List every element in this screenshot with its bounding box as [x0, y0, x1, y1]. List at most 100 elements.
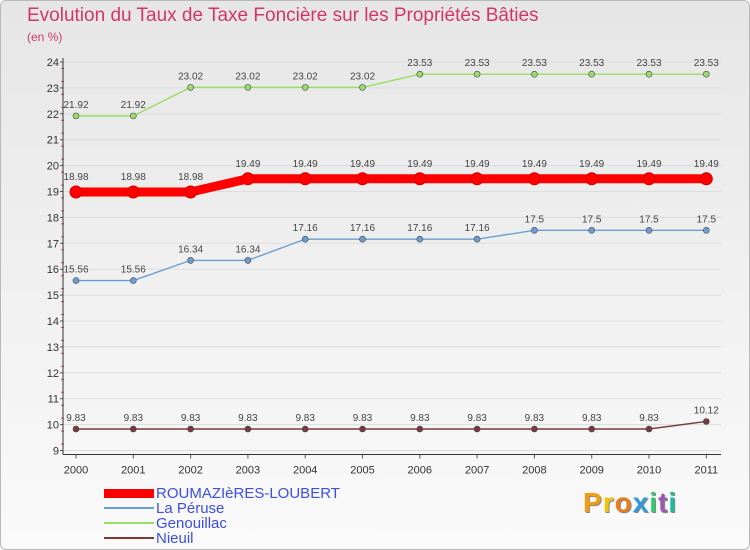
- data-label: 18.98: [121, 172, 146, 183]
- data-point: [301, 84, 309, 91]
- data-label: 23.02: [235, 71, 260, 82]
- series-line-2: [75, 73, 707, 117]
- data-point: [588, 227, 596, 234]
- data-label: 15.56: [63, 265, 88, 276]
- data-label: 19.49: [350, 159, 375, 170]
- data-point: [72, 112, 80, 120]
- data-label: 19.49: [407, 159, 432, 170]
- data-point: [588, 425, 596, 433]
- data-label: 23.02: [293, 71, 318, 82]
- data-label: 19.49: [636, 159, 661, 170]
- data-point: [473, 70, 481, 78]
- y-tick-label: 12: [47, 368, 59, 380]
- data-label: 23.02: [350, 71, 375, 82]
- x-tick-label: 2004: [293, 465, 317, 477]
- data-point: [184, 185, 198, 199]
- data-label: 23.53: [465, 58, 490, 69]
- data-point: [531, 425, 538, 433]
- data-label: 18.98: [63, 172, 88, 183]
- data-label: 16.34: [178, 244, 203, 255]
- data-point: [527, 172, 541, 186]
- y-tick-label: 16: [47, 264, 59, 276]
- data-point: [702, 70, 710, 78]
- data-point: [416, 425, 424, 433]
- data-label: 15.56: [121, 265, 146, 276]
- data-point: [241, 172, 255, 186]
- y-tick-label: 17: [47, 238, 59, 250]
- y-tick-label: 23: [47, 83, 59, 95]
- data-label: 21.92: [63, 100, 88, 111]
- data-label: 17.16: [293, 223, 318, 234]
- data-label: 21.92: [121, 100, 146, 111]
- y-tick-label: 10: [47, 420, 59, 432]
- legend-label: La Péruse: [156, 500, 225, 517]
- data-point: [130, 277, 137, 284]
- data-label: 17.16: [465, 223, 490, 234]
- y-tick-label: 13: [47, 342, 59, 354]
- series-line-1: [75, 229, 707, 282]
- data-label: 17.5: [582, 214, 602, 225]
- legend-label: Nieuil: [156, 530, 194, 547]
- data-point: [298, 172, 312, 186]
- data-point: [301, 425, 309, 433]
- data-label: 17.5: [697, 214, 717, 225]
- data-label: 9.83: [353, 413, 373, 424]
- data-point: [359, 84, 366, 91]
- data-point: [130, 112, 137, 120]
- data-label: 23.53: [694, 58, 719, 69]
- y-tick-label: 15: [47, 290, 59, 302]
- legend-swatch: [104, 507, 154, 509]
- data-label: 17.16: [350, 223, 375, 234]
- data-label: 16.34: [235, 244, 260, 255]
- y-tick-label: 14: [47, 316, 59, 328]
- y-tick-label: 9: [53, 446, 59, 458]
- data-label: 23.53: [407, 58, 432, 69]
- data-point: [244, 257, 252, 264]
- data-label: 23.53: [579, 58, 604, 69]
- data-point: [244, 425, 252, 433]
- x-tick-label: 2007: [465, 465, 489, 477]
- data-point: [72, 425, 80, 433]
- y-tick-label: 11: [48, 394, 59, 406]
- data-point: [702, 418, 710, 425]
- data-label: 9.83: [238, 413, 258, 424]
- data-label: 17.16: [407, 223, 432, 234]
- series-line-3: [75, 420, 707, 430]
- data-label: 9.83: [525, 413, 545, 424]
- data-label: 9.83: [410, 413, 430, 424]
- data-label: 23.02: [178, 71, 203, 82]
- x-tick-label: 2001: [121, 465, 145, 477]
- y-axis-unit: (en %): [27, 30, 63, 44]
- x-tick-label: 2010: [637, 465, 661, 477]
- y-tick-label: 18: [47, 212, 59, 224]
- legend-swatch: [104, 537, 154, 539]
- data-label: 19.49: [694, 159, 719, 170]
- data-label: 17.5: [639, 214, 659, 225]
- x-tick-label: 2000: [64, 465, 88, 477]
- chart-title: Evolution du Taux de Taxe Foncière sur l…: [27, 5, 539, 26]
- data-point: [645, 425, 653, 433]
- data-point: [72, 277, 80, 284]
- data-point: [187, 425, 194, 433]
- data-label: 9.83: [124, 413, 144, 424]
- legend-swatch: [104, 489, 154, 498]
- x-tick-label: 2005: [350, 465, 374, 477]
- data-point: [126, 185, 140, 199]
- legend-label: ROUMAZIèRES-LOUBERT: [156, 485, 340, 502]
- data-label: 9.83: [467, 413, 487, 424]
- series-line-0: [71, 174, 711, 197]
- data-point: [702, 227, 710, 234]
- data-label: 19.49: [522, 159, 547, 170]
- data-point: [473, 425, 481, 433]
- y-tick-label: 24: [47, 57, 59, 69]
- data-label: 23.53: [522, 58, 547, 69]
- data-label: 19.49: [235, 159, 260, 170]
- data-point: [585, 172, 599, 186]
- data-label: 9.83: [639, 413, 659, 424]
- data-point: [645, 227, 653, 234]
- x-tick-label: 2011: [694, 465, 718, 477]
- y-tick-label: 20: [47, 161, 59, 173]
- data-point: [69, 185, 83, 199]
- legend-label: Genouillac: [156, 515, 227, 532]
